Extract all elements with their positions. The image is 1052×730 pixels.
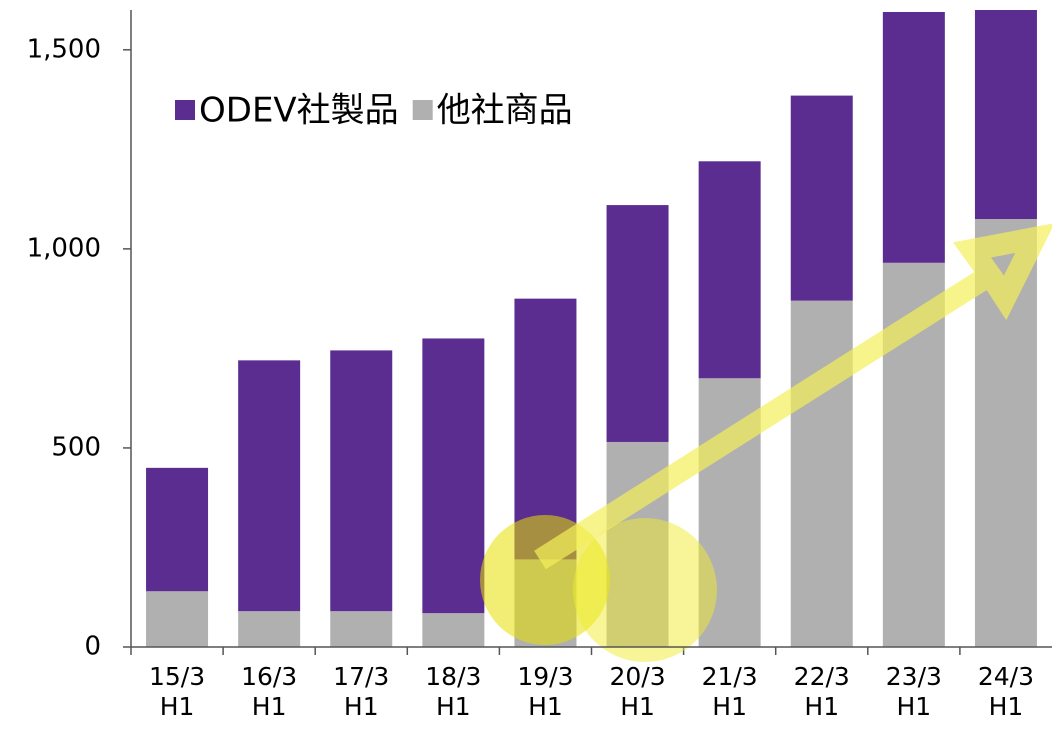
x-tick-label: 17/3 H1 bbox=[333, 662, 390, 721]
y-tick-label: 1,000 bbox=[27, 233, 101, 263]
legend-swatch bbox=[175, 100, 195, 120]
bar-segment bbox=[974, 10, 1037, 220]
bar-segment bbox=[146, 591, 209, 647]
bar-segment bbox=[330, 350, 393, 612]
bar-segment bbox=[422, 613, 485, 647]
bar-segment bbox=[882, 11, 945, 263]
bar-segment bbox=[238, 360, 301, 612]
y-tick-label: 0 bbox=[84, 632, 101, 662]
legend-swatch bbox=[412, 100, 433, 120]
x-tick-label: 20/3 H1 bbox=[609, 662, 666, 721]
y-tick-label: 1,500 bbox=[27, 34, 101, 64]
x-tick-label: 16/3 H1 bbox=[241, 662, 298, 721]
legend-label: ODEV社製品 bbox=[199, 91, 399, 131]
legend-label: 他社商品 bbox=[437, 91, 573, 131]
bar-segment bbox=[146, 467, 209, 592]
x-tick-label: 23/3 H1 bbox=[885, 662, 942, 721]
trend-arrow bbox=[534, 223, 1052, 570]
x-tick-label: 19/3 H1 bbox=[517, 662, 574, 721]
x-tick-label: 24/3 H1 bbox=[977, 662, 1034, 721]
bar-segment bbox=[238, 611, 301, 647]
bar-segment bbox=[790, 300, 853, 647]
x-tick-label: 22/3 H1 bbox=[793, 662, 850, 721]
highlight bbox=[573, 518, 717, 662]
x-tick-label: 15/3 H1 bbox=[148, 662, 206, 721]
bar-segment bbox=[422, 338, 485, 614]
bar-segment bbox=[330, 611, 393, 647]
y-tick-label: 500 bbox=[51, 432, 101, 462]
bar-segment bbox=[790, 95, 853, 301]
x-tick-label: 18/3 H1 bbox=[425, 662, 482, 721]
x-tick-label: 21/3 H1 bbox=[701, 662, 758, 721]
bar-segment bbox=[698, 161, 761, 379]
bar-segment bbox=[606, 205, 669, 442]
